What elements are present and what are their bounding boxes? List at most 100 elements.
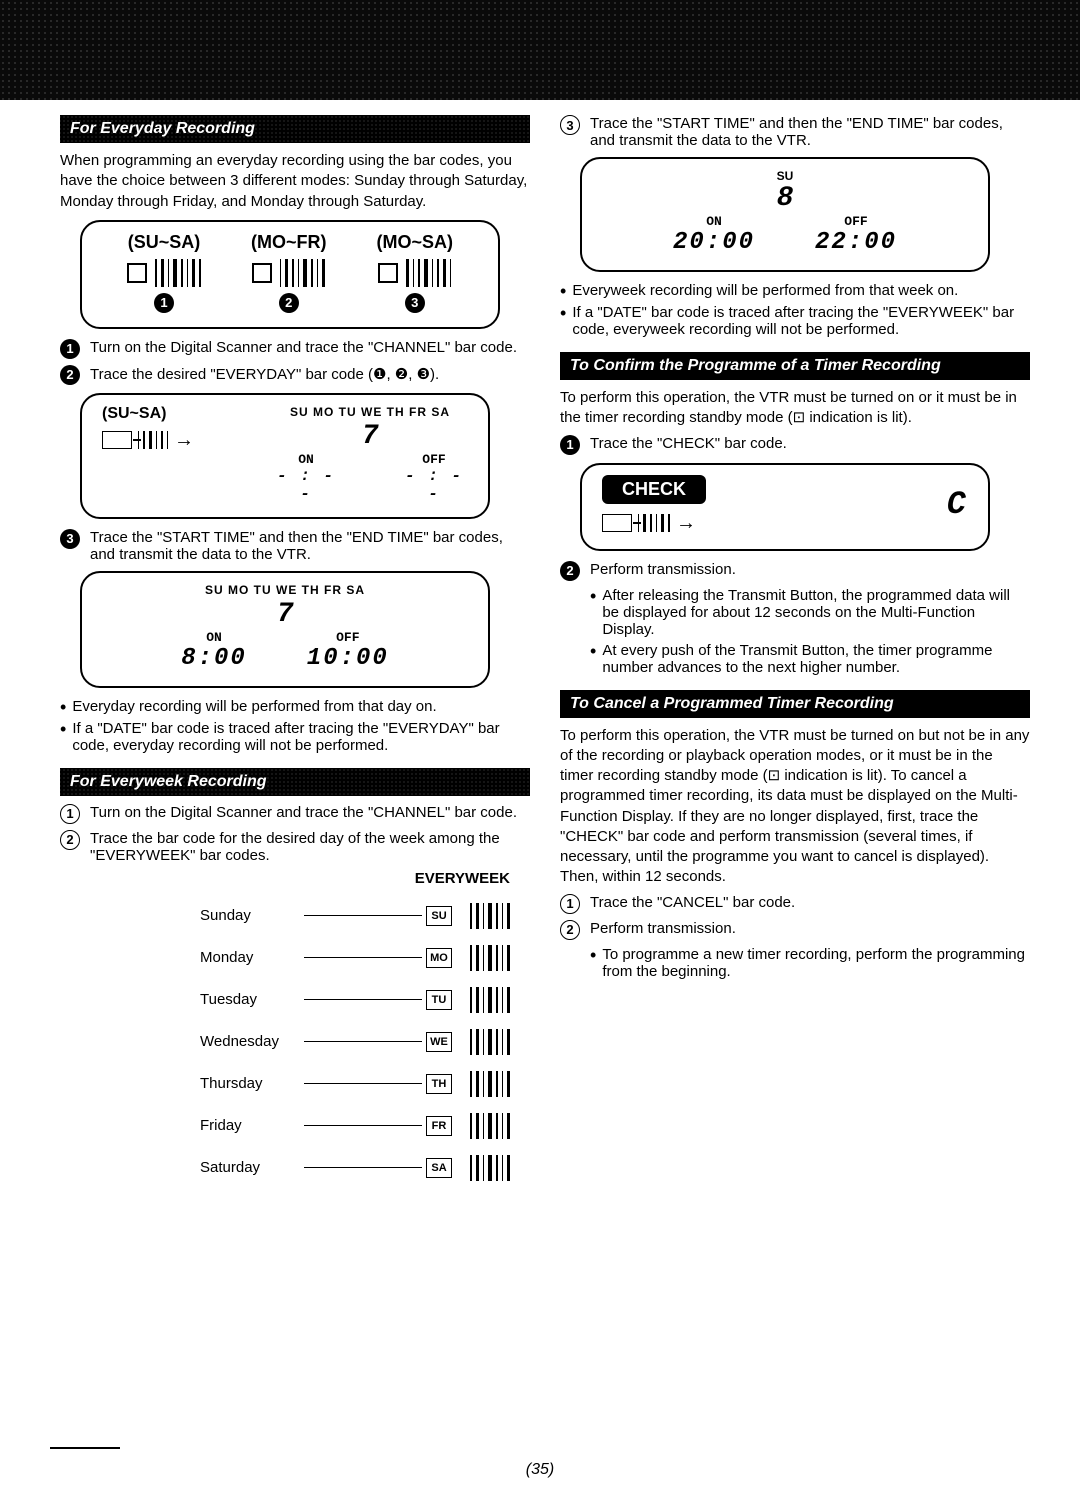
connector-line [304, 957, 422, 958]
barcode-icon [470, 1113, 510, 1139]
arrow-icon: → [174, 429, 194, 452]
mode-label: (MO~FR) [251, 232, 327, 253]
on-value: 20:00 [673, 229, 755, 256]
everyweek-row: Friday FR [200, 1105, 510, 1147]
step-text: Perform transmission. [590, 561, 1030, 581]
day-code: TH [426, 1074, 452, 1094]
day-code: SU [426, 906, 452, 926]
step-text: Trace the "CANCEL" bar code. [590, 894, 1030, 914]
everyday-note-1: •Everyday recording will be performed fr… [60, 698, 530, 716]
connector-line [304, 1041, 422, 1042]
everyweek-row: Tuesday TU [200, 979, 510, 1021]
step-badge-outline-1: 1 [560, 894, 580, 914]
scanner-icon [602, 514, 632, 532]
top-banner [0, 0, 1080, 100]
everyweek-step-1: 1 Turn on the Digital Scanner and trace … [60, 804, 530, 824]
everyweek-table: EVERYWEEK Sunday SU MondayMO Tuesday TU Wedne… [200, 870, 510, 1189]
everyday-intro: When programming an everyday recording u… [60, 151, 530, 212]
mode-num-1: 1 [154, 293, 174, 313]
right-note-2: •If a "DATE" bar code is traced after tr… [560, 304, 1030, 338]
step-text: Turn on the Digital Scanner and trace th… [90, 339, 530, 359]
barcode-icon [470, 1071, 510, 1097]
step-badge-1: 1 [560, 435, 580, 455]
everyday-note-2: •If a "DATE" bar code is traced after tr… [60, 720, 530, 754]
on-value: 8:00 [181, 645, 247, 672]
step-badge-2: 2 [560, 561, 580, 581]
page-content: For Everyday Recording When programming … [0, 100, 1080, 1189]
step-text: Trace the "CHECK" bar code. [590, 435, 1030, 455]
day-code: TU [426, 990, 452, 1010]
right-note-1: •Everyweek recording will be performed f… [560, 282, 1030, 300]
off-value: 10:00 [307, 645, 389, 672]
cancel-step-2: 2 Perform transmission. [560, 920, 1030, 940]
channel-digit: 7 [272, 421, 468, 452]
connector-line [304, 915, 422, 916]
barcode-icon [470, 1029, 510, 1055]
day-name: Wednesday [200, 1033, 300, 1050]
step-badge-outline-2: 2 [60, 830, 80, 850]
on-value: - : - - [272, 467, 340, 503]
everyweek-row: SaturdaySA [200, 1147, 510, 1189]
everyweek-header: EVERYWEEK [200, 870, 510, 887]
display-mode-label: (SU~SA) [102, 405, 242, 423]
note-text: Everyweek recording will be performed fr… [572, 282, 1030, 300]
off-label: OFF [400, 452, 468, 467]
barcode-icon [638, 514, 670, 532]
footer-line [50, 1447, 120, 1449]
days-row: SU MO TU WE TH FR SA [272, 405, 468, 419]
everyweek-step-2: 2 Trace the bar code for the desired day… [60, 830, 530, 864]
on-label: ON [181, 630, 247, 645]
on-label: ON [272, 452, 340, 467]
step-text: Trace the desired "EVERYDAY" bar code (❶… [90, 365, 530, 385]
display-check: CHECK → C [580, 463, 990, 551]
everyweek-row: MondayMO [200, 937, 510, 979]
day-name: Friday [200, 1117, 300, 1134]
step-badge-outline-2: 2 [560, 920, 580, 940]
section-header-everyweek: For Everyweek Recording [60, 768, 530, 796]
display-susa: (SU~SA) → SU MO TU WE TH FR SA 7 ON - : … [80, 393, 490, 519]
connector-line [304, 999, 422, 1000]
off-label: OFF [815, 214, 897, 229]
day-name: Tuesday [200, 991, 300, 1008]
note-text: Everyday recording will be performed fro… [72, 698, 530, 716]
mode-num-3: 3 [405, 293, 425, 313]
mode-num-2: 2 [279, 293, 299, 313]
step-badge-3: 3 [60, 529, 80, 549]
check-label: CHECK [602, 475, 706, 504]
channel-digit: 8 [602, 183, 968, 214]
check-seg: C [947, 486, 968, 523]
barcode-icon [470, 945, 510, 971]
off-value: 22:00 [815, 229, 897, 256]
confirm-step-1: 1 Trace the "CHECK" bar code. [560, 435, 1030, 455]
day-name: Saturday [200, 1159, 300, 1176]
page-number: (35) [0, 1461, 1080, 1479]
mode-mo-fr: (MO~FR) 2 [251, 232, 327, 313]
everyday-step-2: 2 Trace the desired "EVERYDAY" bar code … [60, 365, 530, 385]
step-text: Turn on the Digital Scanner and trace th… [90, 804, 530, 824]
step-badge-outline-3: 3 [560, 115, 580, 135]
step-badge-outline-1: 1 [60, 804, 80, 824]
note-text: At every push of the Transmit Button, th… [602, 642, 1030, 676]
right-column: 3 Trace the "START TIME" and then the "E… [560, 115, 1030, 1189]
off-label: OFF [307, 630, 389, 645]
display-times: SU MO TU WE TH FR SA 7 ON 8:00 OFF 10:00 [80, 571, 490, 688]
day-name: Sunday [200, 907, 300, 924]
everyweek-row: Sunday SU [200, 895, 510, 937]
confirm-intro: To perform this operation, the VTR must … [560, 388, 1030, 429]
day-code: FR [426, 1116, 452, 1136]
step-badge-1: 1 [60, 339, 80, 359]
section-header-everyday: For Everyday Recording [60, 115, 530, 143]
arrow-icon: → [676, 512, 696, 535]
connector-line [304, 1167, 422, 1168]
off-value: - : - - [400, 467, 468, 503]
mode-label: (SU~SA) [128, 232, 201, 253]
note-text: After releasing the Transmit Button, the… [602, 587, 1030, 638]
step-text: Perform transmission. [590, 920, 1030, 940]
cancel-intro: To perform this operation, the VTR must … [560, 726, 1030, 888]
day-label: SU [602, 169, 968, 183]
cancel-sub-1: •To programme a new timer recording, per… [590, 946, 1030, 980]
day-name: Thursday [200, 1075, 300, 1092]
checkbox-icon [252, 263, 272, 283]
checkbox-icon [127, 263, 147, 283]
barcode-icon [470, 987, 510, 1013]
